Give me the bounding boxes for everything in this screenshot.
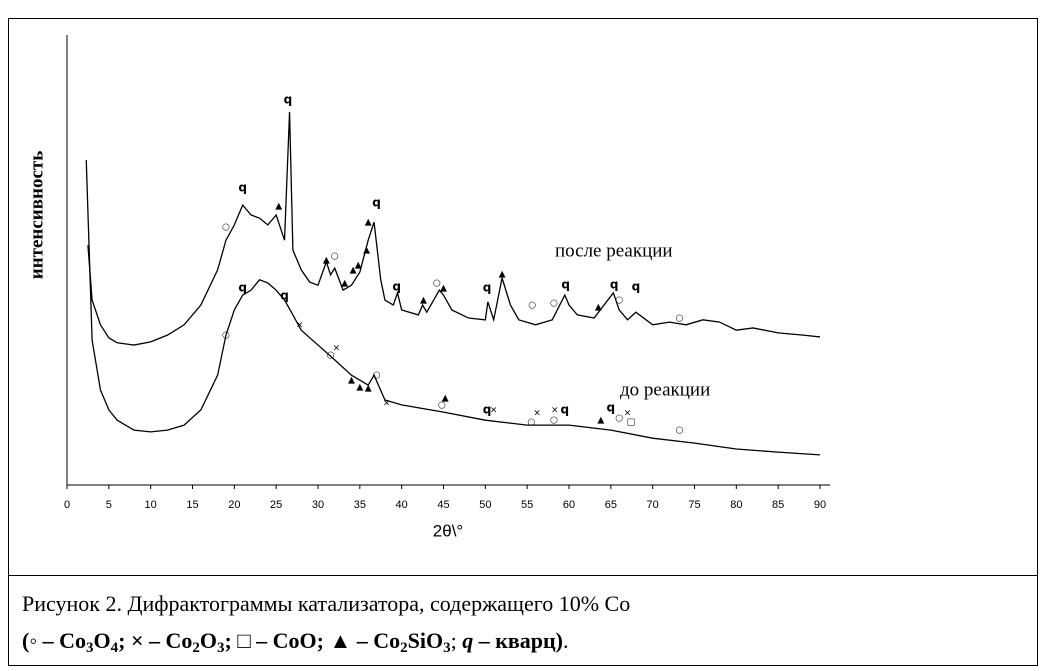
peak-marker: ○ <box>327 350 335 360</box>
peak-marker: × <box>533 409 541 419</box>
caption-segment: ; <box>450 628 463 653</box>
peak-marker: q <box>561 402 570 416</box>
x-tick-label: 35 <box>354 499 366 511</box>
peak-marker: ○ <box>433 278 441 288</box>
caption-segment: O <box>93 628 111 653</box>
figure-frame <box>8 18 1038 666</box>
peak-marker: ○ <box>676 314 684 324</box>
peak-marker: × <box>383 399 391 409</box>
x-tick-label: 80 <box>730 499 742 511</box>
caption-segment: SiO <box>407 628 444 653</box>
peak-marker: ○ <box>438 400 446 410</box>
chart: интенсивность 2θ\° после реакции до реак… <box>26 35 830 540</box>
peak-marker: q <box>632 280 641 294</box>
peak-marker: q <box>483 280 492 294</box>
x-tick-label: 65 <box>605 499 617 511</box>
xrd-curve <box>85 160 821 456</box>
caption-segment: ; □ – CoO; ▲ – Co <box>224 628 401 653</box>
x-tick-label: 10 <box>145 499 157 511</box>
peak-marker: ▲ <box>350 265 357 275</box>
peak-marker: × <box>624 409 632 419</box>
peak-marker: ▲ <box>365 383 372 393</box>
x-tick-label: 5 <box>106 499 112 511</box>
caption-divider <box>8 575 1038 576</box>
peak-marker: ▲ <box>323 256 330 266</box>
peak-marker: ▲ <box>595 302 602 312</box>
caption-segment: – кварц) <box>473 628 564 653</box>
peak-marker: ○ <box>676 426 684 436</box>
peak-marker: ▲ <box>440 283 447 293</box>
x-tick-label: 70 <box>647 499 659 511</box>
x-tick-label: 75 <box>688 499 700 511</box>
peak-marker: ○ <box>222 331 230 341</box>
x-tick-label: 90 <box>814 499 826 511</box>
x-tick-label: 25 <box>270 499 282 511</box>
peak-marker: ○ <box>615 413 623 423</box>
peak-marker: ▲ <box>597 416 604 426</box>
peak-marker: ○ <box>550 416 558 426</box>
x-tick-label: 50 <box>479 499 491 511</box>
peak-marker: q <box>483 402 492 416</box>
peak-marker: × <box>551 405 559 415</box>
caption-segment: ; × – Co <box>118 628 193 653</box>
peak-marker: q <box>610 278 619 292</box>
peak-marker: ○ <box>528 301 536 311</box>
peak-marker: q <box>284 92 293 106</box>
peak-marker: × <box>490 405 498 415</box>
x-tick-label: 55 <box>521 499 533 511</box>
peak-marker: ▲ <box>341 278 348 288</box>
y-axis-label: интенсивность <box>26 151 47 280</box>
peak-marker: ▲ <box>355 260 362 270</box>
peak-marker: ○ <box>222 223 230 233</box>
x-tick-label: 40 <box>396 499 408 511</box>
peak-marker: ○ <box>373 371 381 381</box>
peak-marker: q <box>561 278 570 292</box>
peak-marker: ○ <box>331 251 339 261</box>
peak-marker: ▲ <box>442 394 449 404</box>
peak-marker: ▲ <box>348 376 355 386</box>
peak-marker: ▲ <box>420 296 427 306</box>
peak-marker: q <box>607 401 616 415</box>
series-label: до реакции <box>620 379 710 400</box>
peak-marker: ▲ <box>356 382 363 392</box>
peak-marker: ○ <box>550 299 558 309</box>
caption-segment: O <box>199 628 218 653</box>
peak-marker: □ <box>627 418 636 428</box>
caption-segment: q <box>462 628 474 653</box>
caption-segment: (◦ – Co <box>22 628 87 653</box>
x-tick-label: 85 <box>772 499 784 511</box>
peak-marker: ▲ <box>365 218 372 228</box>
x-tick-label: 30 <box>312 499 324 511</box>
caption-segment: 4 <box>110 640 119 656</box>
x-tick-label: 60 <box>563 499 575 511</box>
caption-line: (◦ – Co3O4; × – Co2O3; □ – CoO; ▲ – Co2S… <box>22 628 569 656</box>
caption-segment: 2 <box>192 640 200 656</box>
peak-marker: q <box>372 195 381 209</box>
peak-marker: ▲ <box>499 269 506 279</box>
peak-marker: q <box>280 289 289 303</box>
peak-marker: ▲ <box>363 246 370 256</box>
x-tick-label: 15 <box>186 499 198 511</box>
x-tick-label: 0 <box>64 499 70 511</box>
peak-marker: ○ <box>615 296 623 306</box>
peak-marker: q <box>238 181 247 195</box>
x-tick-label: 45 <box>437 499 449 511</box>
caption-segment: 3 <box>86 640 94 656</box>
caption-segment: 3 <box>443 640 451 656</box>
x-tick-label: 20 <box>228 499 240 511</box>
x-axis-label: 2θ\° <box>433 521 463 540</box>
peak-marker: ○ <box>527 418 535 428</box>
peak-marker: ▲ <box>275 202 282 212</box>
peak-marker: × <box>333 344 341 354</box>
caption-line: Рисунок 2. Дифрактограммы катализатора, … <box>22 591 631 616</box>
peak-marker: q <box>238 280 247 294</box>
peak-marker: q <box>392 280 401 294</box>
series-label: после реакции <box>555 240 673 261</box>
xrd-curve <box>87 111 821 346</box>
peak-marker: × <box>296 320 304 330</box>
caption-segment: . <box>563 628 569 653</box>
caption-segment: 2 <box>400 640 408 656</box>
caption-segment: 3 <box>217 640 225 656</box>
